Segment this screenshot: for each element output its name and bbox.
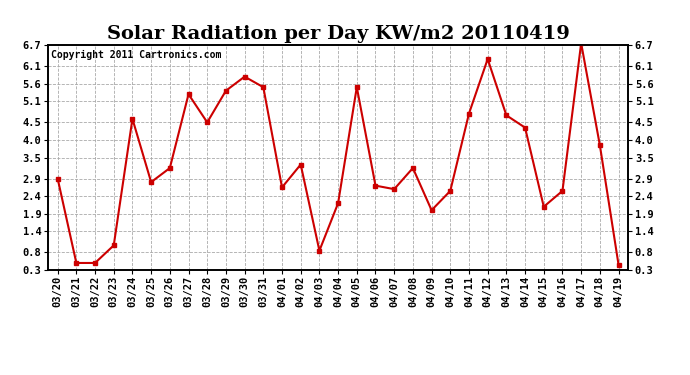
Title: Solar Radiation per Day KW/m2 20110419: Solar Radiation per Day KW/m2 20110419 xyxy=(107,26,569,44)
Text: Copyright 2011 Cartronics.com: Copyright 2011 Cartronics.com xyxy=(51,50,221,60)
